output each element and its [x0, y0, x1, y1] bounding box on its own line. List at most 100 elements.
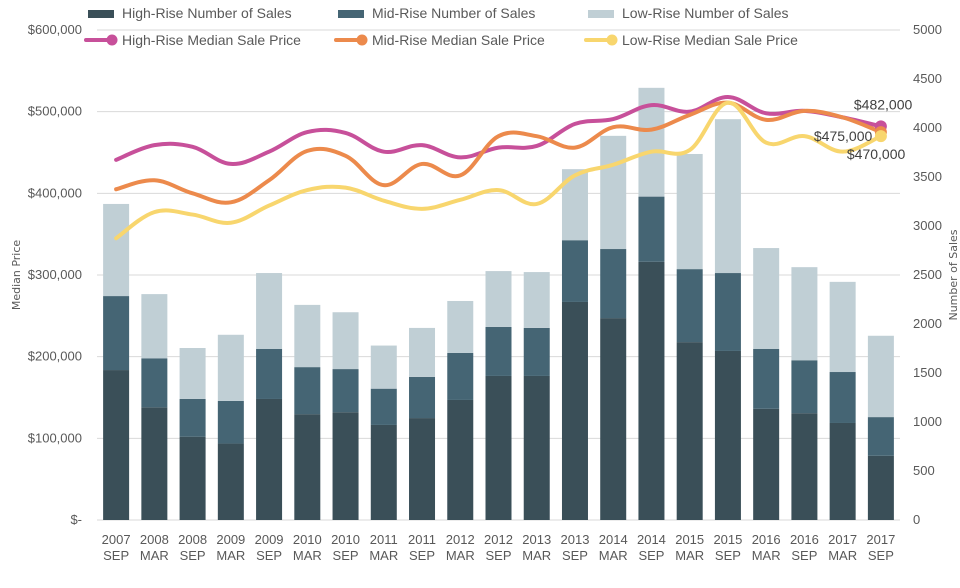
bar-high-rise-sales [179, 436, 206, 520]
right-tick-label: 4500 [913, 71, 942, 86]
x-tick-label-month: SEP [791, 548, 817, 563]
left-tick-label: $500,000 [28, 104, 82, 119]
lines [114, 94, 887, 241]
right-tick-label: 2500 [913, 267, 942, 282]
bar-mid-rise-sales [256, 348, 283, 399]
legend-label: High-Rise Median Sale Price [122, 32, 301, 48]
x-tick-label-year: 2012 [446, 532, 475, 547]
bar-high-rise-sales [753, 408, 780, 520]
x-tick-label-month: SEP [409, 548, 435, 563]
right-tick-label: 5000 [913, 22, 942, 37]
x-tick-label-month: MAR [675, 548, 704, 563]
bar-low-rise-sales [829, 281, 856, 373]
bar-low-rise-sales [753, 248, 780, 349]
legend-swatch [88, 10, 114, 18]
x-tick-label-year: 2010 [293, 532, 322, 547]
x-tick-label-year: 2017 [866, 532, 895, 547]
bar-mid-rise-sales [867, 417, 894, 456]
bar-mid-rise-sales [294, 367, 321, 415]
bar-low-rise-sales [791, 267, 818, 361]
x-tick-label-year: 2016 [752, 532, 781, 547]
bar-low-rise-sales [332, 312, 359, 370]
x-tick-label-month: MAR [599, 548, 628, 563]
x-tick-label-month: SEP [562, 548, 588, 563]
legend-item-mid-rise-price: Mid-Rise Median Sale Price [334, 32, 545, 48]
x-tick-label-year: 2013 [522, 532, 551, 547]
x-tick-label-month: MAR [446, 548, 475, 563]
bar-low-rise-sales [103, 203, 130, 297]
left-tick-label: $300,000 [28, 267, 82, 282]
bar-high-rise-sales [714, 350, 741, 520]
legend-marker [356, 34, 368, 46]
bar-low-rise-sales [867, 335, 894, 418]
x-tick-label-month: MAR [828, 548, 857, 563]
bar-high-rise-sales [294, 414, 321, 520]
legend-label: Mid-Rise Number of Sales [372, 5, 535, 21]
bar-mid-rise-sales [676, 269, 703, 343]
left-tick-label: $- [70, 512, 82, 527]
right-axis-title: Number of Sales [947, 229, 960, 320]
left-tick-label: $100,000 [28, 430, 82, 445]
legend: High-Rise Number of Sales Mid-Rise Number… [84, 5, 798, 48]
right-tick-label: 1000 [913, 414, 942, 429]
right-axis-ticks: 0 500 1000 1500 2000 2500 3000 3500 4000 4500 5000 [913, 22, 942, 527]
x-tick-label-year: 2013 [561, 532, 590, 547]
right-tick-label: 4000 [913, 120, 942, 135]
x-tick-label-year: 2011 [408, 532, 436, 547]
bar-low-rise-sales [447, 300, 474, 353]
annotations: $482,000 $475,000 $470,000 [814, 96, 913, 162]
legend-item-low-rise-price: Low-Rise Median Sale Price [584, 32, 798, 48]
line-high-rise-median-price [114, 94, 883, 166]
legend-item-high-rise-sales: High-Rise Number of Sales [88, 5, 292, 21]
x-tick-label-year: 2007 [102, 532, 131, 547]
legend-item-high-rise-price: High-Rise Median Sale Price [84, 32, 301, 48]
x-tick-label-month: MAR [140, 548, 169, 563]
right-tick-label: 500 [913, 463, 935, 478]
bar-mid-rise-sales [638, 196, 665, 262]
bar-mid-rise-sales [561, 240, 588, 302]
bar-mid-rise-sales [103, 296, 130, 371]
bar-low-rise-sales [141, 294, 168, 359]
bar-mid-rise-sales [600, 249, 627, 319]
bar-low-rise-sales [256, 273, 283, 349]
bar-high-rise-sales [332, 412, 359, 520]
bar-low-rise-sales [294, 304, 321, 368]
bar-mid-rise-sales [791, 360, 818, 414]
legend-item-low-rise-sales: Low-Rise Number of Sales [588, 5, 789, 21]
legend-label: High-Rise Number of Sales [122, 5, 292, 21]
bar-low-rise-sales [523, 272, 550, 328]
right-tick-label: 1500 [913, 365, 942, 380]
bar-low-rise-sales [409, 327, 436, 377]
x-tick-label-month: SEP [103, 548, 129, 563]
bar-high-rise-sales [485, 375, 512, 520]
bar-high-rise-sales [523, 375, 550, 520]
x-tick-label-year: 2010 [331, 532, 360, 547]
right-tick-label: 2000 [913, 316, 942, 331]
x-tick-label-month: SEP [715, 548, 741, 563]
bar-mid-rise-sales [753, 348, 780, 409]
bar-mid-rise-sales [523, 327, 550, 376]
bar-mid-rise-sales [447, 352, 474, 400]
bar-mid-rise-sales [409, 376, 436, 419]
bar-mid-rise-sales [332, 369, 359, 413]
right-tick-label: 3000 [913, 218, 942, 233]
bar-high-rise-sales [256, 398, 283, 520]
x-tick-label-year: 2016 [790, 532, 819, 547]
bar-low-rise-sales [370, 345, 397, 389]
bar-high-rise-sales [638, 261, 665, 520]
legend-label: Low-Rise Median Sale Price [622, 32, 798, 48]
x-tick-label-year: 2017 [828, 532, 857, 547]
line-mid-rise-median-price [114, 100, 883, 205]
line-low-rise-median-price [114, 100, 883, 241]
x-tick-label-year: 2009 [255, 532, 284, 547]
right-tick-label: 0 [913, 512, 920, 527]
bar-high-rise-sales [409, 418, 436, 520]
x-tick-label-month: SEP [638, 548, 664, 563]
x-tick-label-month: SEP [333, 548, 359, 563]
x-tick-label-year: 2015 [675, 532, 704, 547]
bars [103, 87, 894, 520]
bar-high-rise-sales [103, 370, 130, 520]
bar-mid-rise-sales [141, 358, 168, 408]
x-tick-label-year: 2014 [599, 532, 628, 547]
